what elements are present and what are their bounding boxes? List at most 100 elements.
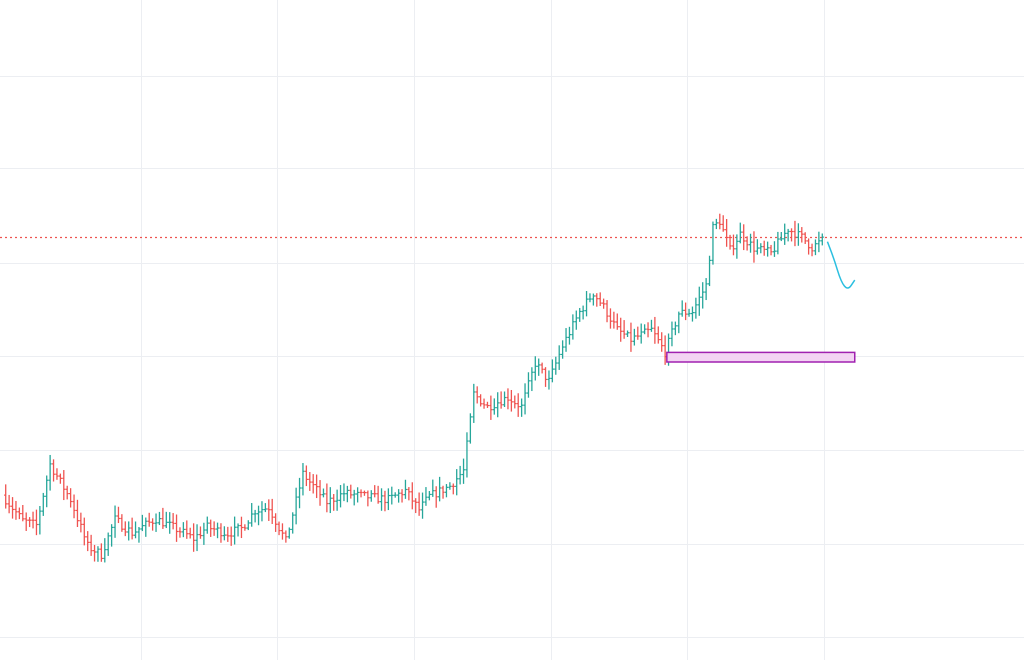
ohlc-bar [694,297,698,319]
ohlc-bar [229,526,233,546]
ohlc-bar [612,311,616,329]
ohlc-bar [373,485,377,498]
ohlc-bar [629,322,633,352]
ohlc-bar [338,485,343,508]
ohlc-bar [397,489,401,503]
ohlc-bar [192,523,196,552]
ohlc-bar [509,389,513,412]
ohlc-bar [58,473,62,484]
ohlc-bar [287,527,291,539]
ohlc-bar [379,488,384,511]
ohlc-bar [400,489,404,503]
ohlc-bar [260,501,264,522]
ohlc-bar [458,465,462,485]
ohlc-bar [807,238,811,255]
ohlc-bar [455,469,459,496]
ohlc-bar [277,521,281,536]
ohlc-bar [810,243,814,257]
ohlc-bar [567,326,572,345]
ohlc-bars [4,213,824,563]
ohlc-bar [226,526,230,542]
ohlc-bar [315,474,319,499]
ohlc-bar [448,482,452,490]
ohlc-bar [233,516,237,545]
ohlc-bar [550,359,554,383]
ohlc-bar [622,320,626,339]
ohlc-bar [92,544,97,562]
ohlc-bar [772,241,777,257]
ohlc-bar [75,499,80,527]
ohlc-bar [673,321,677,336]
ohlc-bar [294,487,298,525]
ohlc-bar [212,521,216,536]
ohlc-bar [684,302,688,321]
ohlc-bar [643,324,647,335]
ohlc-bar [10,497,15,519]
ohlc-bar [256,505,261,526]
ohlc-bar [48,454,52,491]
ohlc-bar [301,463,305,496]
ohlc-bar [103,538,107,563]
ohlc-bar [202,522,206,545]
ohlc-bar [489,395,493,420]
ohlc-bar [219,523,223,543]
ohlc-bar [571,314,575,340]
ohlc-bar [820,233,824,246]
ohlc-bar [195,524,199,552]
ohlc-bar [561,340,565,359]
ohlc-bar [468,413,472,444]
ohlc-bar [523,383,527,415]
ohlc-bar [55,468,59,480]
ohlc-bar [345,485,349,503]
ohlc-bar [783,223,787,245]
ohlc-bar [444,484,449,498]
ohlc-bar [4,484,8,509]
ohlc-bar [72,494,76,519]
ohlc-bar [410,482,414,510]
ohlc-bar [383,490,387,512]
ohlc-bar [786,228,790,242]
ohlc-bar [243,524,247,531]
ohlc-bar [728,234,732,250]
ohlc-bar [123,521,127,537]
ohlc-bar [584,291,589,317]
ohlc-bar [417,492,421,516]
ohlc-bar [608,308,613,329]
ohlc-bar [332,494,336,511]
ohlc-bar [168,512,172,534]
ohlc-bar [516,393,520,417]
ohlc-bar [174,514,179,542]
ohlc-bar [356,487,360,503]
ohlc-bar [178,527,182,538]
ohlc-bar [625,330,630,337]
ohlc-bar [704,278,708,301]
ohlc-bar [766,241,770,257]
ohlc-bar [24,512,28,531]
ohlc-bar [762,240,766,256]
ohlc-bar [253,509,257,523]
ohlc-bar [752,231,756,263]
ohlc-bar [28,517,32,528]
ohlc-bar [602,298,606,309]
ohlc-bar [742,224,746,251]
ohlc-bar [605,300,609,323]
ohlc-bar [656,326,660,344]
ohlc-bar [164,511,168,529]
ohlc-bar [800,227,804,243]
ohlc-bar [789,228,794,242]
ohlc-bar [366,490,370,507]
ohlc-bar [653,316,657,344]
ohlc-bar [359,489,363,498]
ohlc-bar [499,391,503,409]
ohlc-bar [127,521,131,541]
ohlc-bar [69,488,73,508]
ohlc-bar [205,516,209,534]
ohlc-bar [151,518,155,531]
ohlc-bar [755,239,759,255]
ohlc-bar [482,398,486,409]
ohlc-bar [86,531,90,552]
ohlc-bar [116,506,121,524]
ohlc-bar [759,243,763,254]
